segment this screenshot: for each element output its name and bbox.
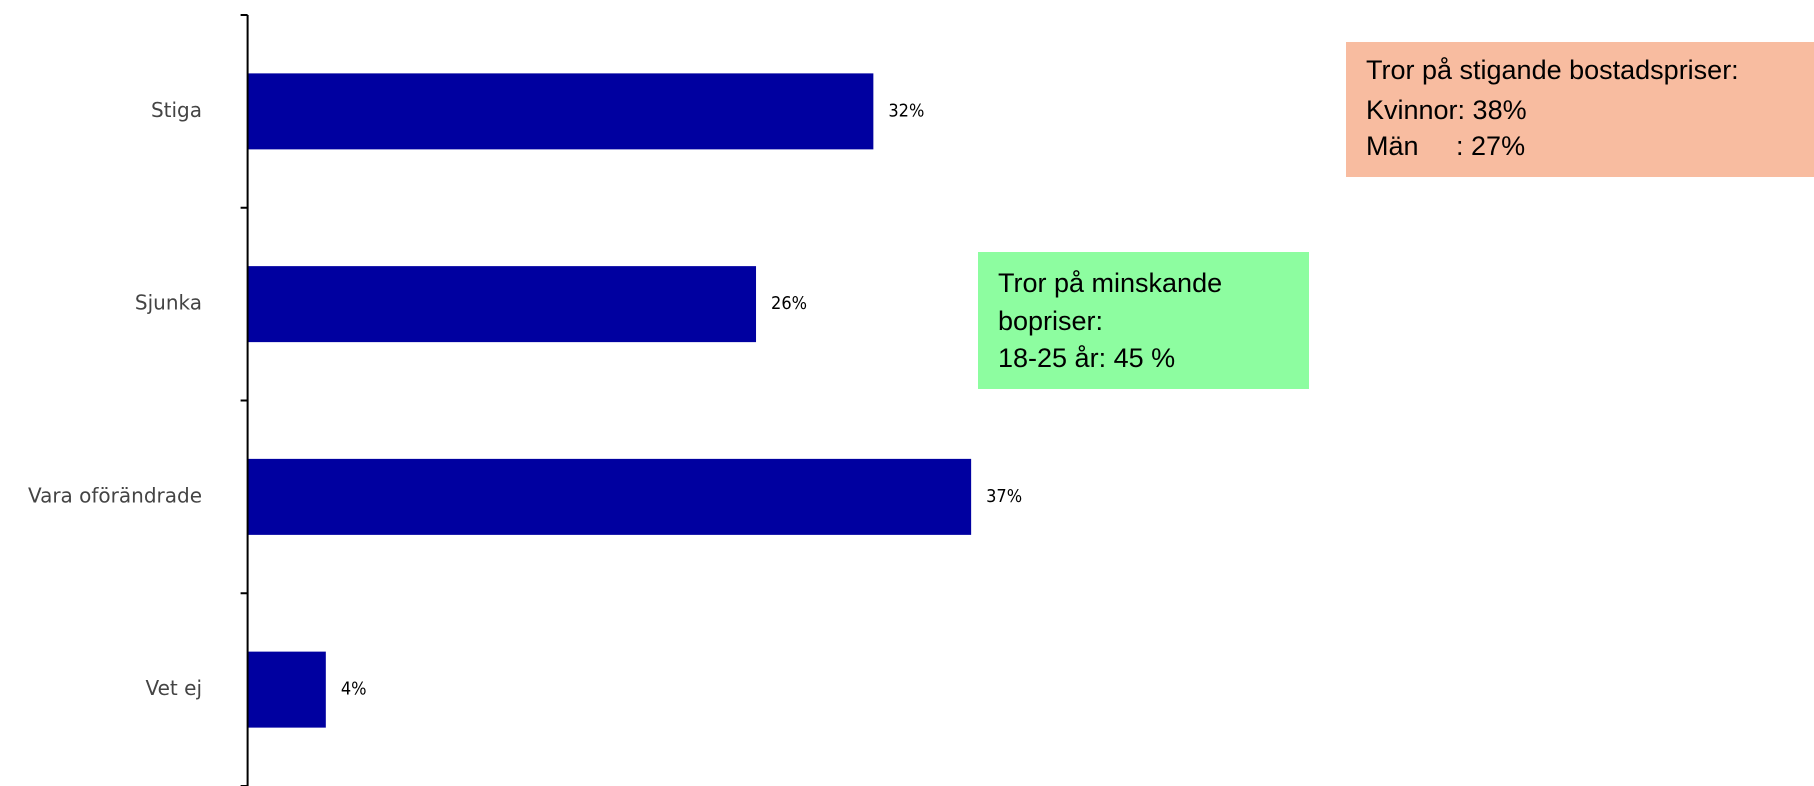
annotation-text: bopriser:: [998, 306, 1103, 336]
annotation-box: [978, 252, 1309, 389]
value-label: 26%: [771, 293, 807, 314]
value-label: 32%: [888, 100, 924, 121]
category-label: Vet ej: [146, 676, 203, 700]
value-label: 37%: [986, 486, 1022, 507]
category-label: Sjunka: [135, 291, 202, 315]
annotation-box: [1346, 42, 1814, 177]
category-label: Stiga: [151, 98, 202, 122]
annotation-text: Kvinnor: 38%: [1366, 95, 1527, 125]
bar: [247, 651, 326, 728]
bar: [247, 266, 757, 343]
bar: [247, 458, 972, 535]
annotation-text: Män : 27%: [1366, 131, 1525, 161]
annotation-text: Tror på minskande: [998, 268, 1222, 298]
annotation-text: Tror på stigande bostadspriser:: [1366, 55, 1739, 85]
value-label: 4%: [341, 679, 367, 700]
bar: [247, 73, 874, 150]
annotation-text: 18-25 år: 45 %: [998, 343, 1175, 373]
category-label: Vara oförändrade: [28, 483, 202, 507]
